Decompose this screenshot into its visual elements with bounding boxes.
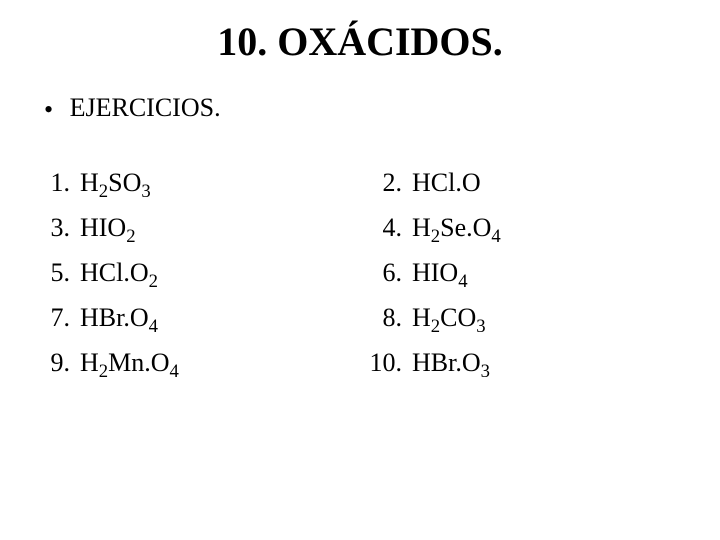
list-item: 4.H2Se.O4 <box>364 210 684 245</box>
list-item: 8.H2CO3 <box>364 300 684 335</box>
list-item: 2.HCl.O <box>364 165 684 200</box>
item-number: 4. <box>364 210 412 245</box>
item-number: 9. <box>44 345 80 380</box>
chemical-formula: HCl.O <box>412 165 481 200</box>
subtitle-row: • EJERCICIOS. <box>0 93 720 165</box>
list-item: 1.H2SO3 <box>44 165 364 200</box>
chemical-formula: H2SO3 <box>80 165 151 200</box>
left-column: 1.H2SO33.HIO25.HCl.O27.HBr.O49.H2Mn.O4 <box>44 165 364 390</box>
chemical-formula: HIO4 <box>412 255 468 290</box>
item-number: 5. <box>44 255 80 290</box>
item-number: 7. <box>44 300 80 335</box>
chemical-formula: HBr.O4 <box>80 300 158 335</box>
chemical-formula: HCl.O2 <box>80 255 158 290</box>
item-number: 8. <box>364 300 412 335</box>
list-item: 5.HCl.O2 <box>44 255 364 290</box>
subtitle-text: EJERCICIOS. <box>60 93 221 122</box>
list-item: 10.HBr.O3 <box>364 345 684 380</box>
item-number: 1. <box>44 165 80 200</box>
bullet-icon: • <box>44 95 53 125</box>
list-item: 9.H2Mn.O4 <box>44 345 364 380</box>
chemical-formula: H2Se.O4 <box>412 210 501 245</box>
list-item: 3.HIO2 <box>44 210 364 245</box>
item-number: 6. <box>364 255 412 290</box>
page-title: 10. OXÁCIDOS. <box>0 0 720 93</box>
chemical-formula: H2CO3 <box>412 300 486 335</box>
list-item: 7.HBr.O4 <box>44 300 364 335</box>
item-number: 3. <box>44 210 80 245</box>
list-item: 6.HIO4 <box>364 255 684 290</box>
chemical-formula: HIO2 <box>80 210 136 245</box>
item-number: 10. <box>364 345 412 380</box>
item-number: 2. <box>364 165 412 200</box>
right-column: 2.HCl.O4.H2Se.O46.HIO48.H2CO310.HBr.O3 <box>364 165 684 390</box>
exercise-columns: 1.H2SO33.HIO25.HCl.O27.HBr.O49.H2Mn.O4 2… <box>0 165 720 390</box>
chemical-formula: H2Mn.O4 <box>80 345 179 380</box>
chemical-formula: HBr.O3 <box>412 345 490 380</box>
